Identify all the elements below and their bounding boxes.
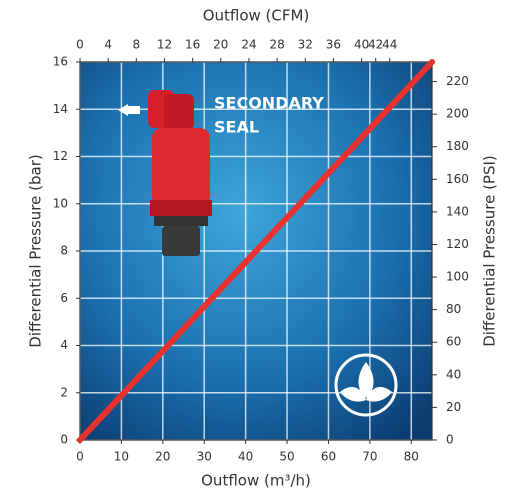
- x2-tick-label: 36: [326, 38, 341, 52]
- y-tick-label: 2: [60, 385, 68, 399]
- y2-tick-label: 20: [446, 400, 461, 414]
- x2-tick-label: 0: [76, 38, 84, 52]
- x2-tick-label: 16: [185, 38, 200, 52]
- x2-tick-label: 4: [104, 38, 112, 52]
- y-tick-label: 10: [53, 196, 68, 210]
- y-tick-label: 16: [53, 55, 68, 69]
- y2-tick-label: 120: [446, 237, 469, 251]
- x-tick-label: 40: [238, 450, 253, 464]
- y2-tick-label: 160: [446, 172, 469, 186]
- data-line: [77, 59, 435, 443]
- x-tick-label: 10: [114, 450, 129, 464]
- logo: [334, 353, 398, 417]
- x2-tick-label: 44: [382, 38, 397, 52]
- x-tick-label: 50: [279, 450, 294, 464]
- y2-tick-label: 100: [446, 270, 469, 284]
- y-tick-label: 4: [60, 338, 68, 352]
- y-tick-label: 6: [60, 291, 68, 305]
- annotation: SECONDARY: [214, 94, 324, 113]
- y-tick-label: 0: [60, 433, 68, 447]
- y2-tick-label: 220: [446, 74, 469, 88]
- y2-tick-label: 60: [446, 335, 461, 349]
- y2-tick-label: 200: [446, 107, 469, 121]
- x2-tick-label: 24: [241, 38, 256, 52]
- y2-tick-label: 80: [446, 302, 461, 316]
- x-tick-label: 30: [197, 450, 212, 464]
- y-tick-label: 8: [60, 244, 68, 258]
- x-tick-label: 80: [404, 450, 419, 464]
- y2-tick-label: 0: [446, 433, 454, 447]
- y-tick-label: 12: [53, 149, 68, 163]
- annotation: SEAL: [214, 118, 259, 137]
- x2-tick-label: 20: [213, 38, 228, 52]
- y2-tick-label: 140: [446, 204, 469, 218]
- x-tick-label: 70: [362, 450, 377, 464]
- x2-tick-label: 32: [298, 38, 313, 52]
- x-axis-title: Outflow (m³/h): [201, 472, 311, 490]
- x-tick-label: 60: [321, 450, 336, 464]
- x2-tick-label: 8: [132, 38, 140, 52]
- top-axis-title: Outflow (CFM): [203, 7, 310, 25]
- x-tick-label: 0: [76, 450, 84, 464]
- y-tick-label: 14: [53, 102, 68, 116]
- y2-axis-title: Differential Pressure (PSI): [481, 155, 499, 347]
- x-tick-label: 20: [155, 450, 170, 464]
- y2-tick-label: 180: [446, 139, 469, 153]
- valve-illustration: [118, 90, 212, 256]
- x2-tick-label: 28: [269, 38, 284, 52]
- x2-tick-label: 42: [368, 38, 383, 52]
- x2-tick-label: 40: [354, 38, 369, 52]
- x2-tick-label: 12: [157, 38, 172, 52]
- y2-tick-label: 40: [446, 367, 461, 381]
- y-axis-title: Differential Pressure (bar): [27, 154, 45, 347]
